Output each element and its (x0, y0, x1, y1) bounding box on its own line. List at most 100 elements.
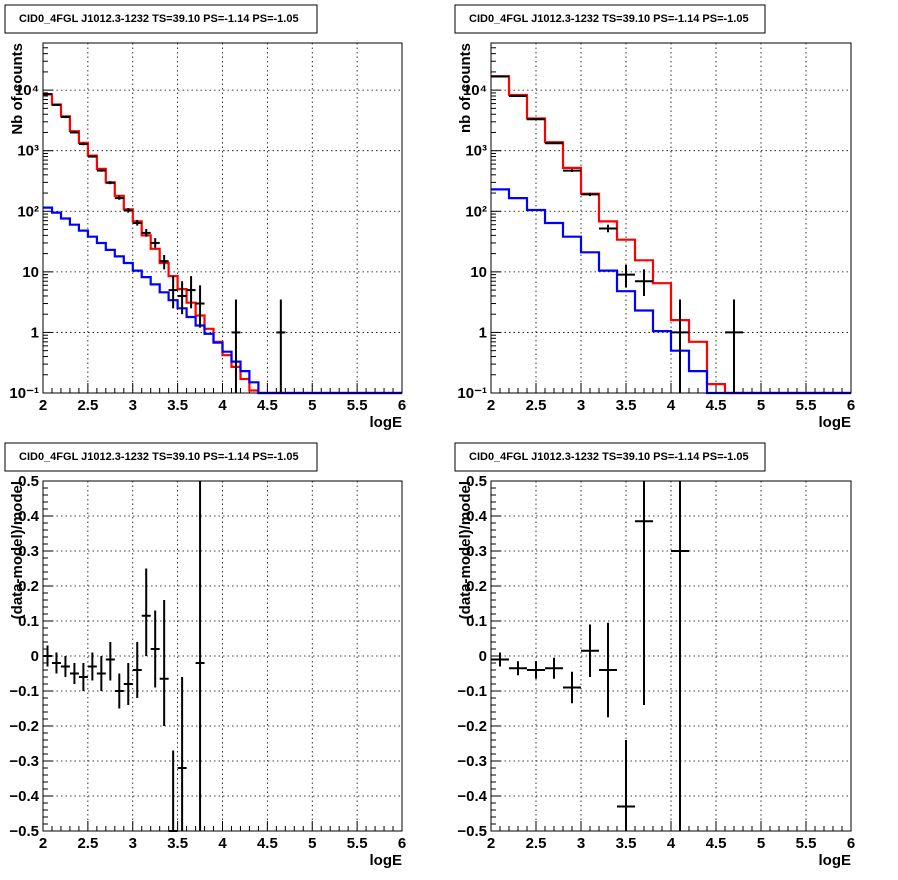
data-point (186, 276, 196, 309)
y-tick-label: −0.5 (457, 823, 487, 840)
y-tick-label: 0.5 (466, 473, 487, 490)
data-point (635, 481, 653, 705)
source-model-histogram (491, 188, 851, 395)
y-tick-label: 0.1 (466, 613, 487, 630)
data-point (141, 568, 151, 656)
x-axis-label: logE (819, 414, 852, 431)
data-point (563, 671, 581, 704)
y-tick-label: −0.3 (9, 753, 39, 770)
total-model-histogram (43, 93, 402, 395)
plot-frame (490, 480, 852, 832)
data-point (527, 661, 545, 679)
data-point (725, 299, 743, 393)
plot-frame (490, 42, 852, 394)
grid (43, 43, 402, 393)
data-point (581, 192, 599, 197)
data-point (671, 299, 689, 393)
data-point (545, 657, 563, 679)
data-point (195, 481, 205, 831)
data-point (491, 652, 509, 667)
data-points (491, 75, 743, 393)
data-points (43, 481, 205, 832)
grid (491, 481, 851, 831)
x-tick-label: 3.5 (616, 835, 637, 852)
data-point (545, 142, 563, 145)
x-tick-label: 3.5 (616, 397, 637, 414)
data-point (635, 269, 653, 296)
data-point (43, 93, 52, 96)
data-point (123, 663, 133, 705)
y-axis-label: (data-model)/model (457, 481, 474, 619)
grid (43, 481, 402, 831)
data-point (87, 155, 97, 158)
x-tick-label: 5 (308, 397, 316, 414)
x-tick-label: 5.5 (796, 835, 817, 852)
x-tick-label: 6 (398, 835, 406, 852)
y-tick-label: 10⁻¹ (457, 385, 487, 402)
y-tick-label: 0.3 (18, 543, 39, 560)
y-tick-label: 10 (470, 264, 487, 281)
y-tick-label: −0.2 (457, 718, 487, 735)
data-point (177, 281, 187, 315)
data-point (195, 285, 205, 328)
data-point (87, 652, 97, 681)
data-point (78, 663, 88, 691)
chart-title: CID0_4FGL J1012.3-1232 TS=39.10 PS=-1.14… (19, 13, 299, 25)
x-tick-label: 3 (129, 835, 137, 852)
y-tick-label: −0.1 (457, 683, 487, 700)
x-axis-label: logE (819, 852, 852, 869)
data-point (168, 276, 178, 309)
y-tick-label: 0.2 (466, 578, 487, 595)
data-point (114, 195, 124, 200)
minor-ticks (490, 480, 852, 832)
x-tick-label: 2 (487, 397, 495, 414)
x-tick-label: 4 (218, 397, 227, 414)
title-box (4, 442, 318, 472)
data-point (159, 600, 169, 726)
data-point (509, 95, 527, 98)
chart-pad-1: CID0_4FGL J1012.3-1232 TS=39.10 PS=-1.14… (4, 4, 406, 431)
x-tick-label: 2.5 (77, 835, 98, 852)
data-point (96, 169, 106, 172)
y-axis-label: nb of counts (457, 43, 474, 133)
data-point (168, 750, 178, 832)
y-tick-label: 0.2 (18, 578, 39, 595)
y-tick-label: 0.4 (466, 508, 488, 525)
y-tick-label: 0.3 (466, 543, 487, 560)
x-tick-label: 5 (757, 397, 765, 414)
chart-pad-2: CID0_4FGL J1012.3-1232 TS=39.10 PS=-1.14… (454, 4, 855, 431)
data-point (159, 254, 169, 270)
data-point (51, 652, 61, 674)
chart-title: CID0_4FGL J1012.3-1232 TS=39.10 PS=-1.14… (19, 451, 299, 463)
chart-pad-3: CID0_4FGL J1012.3-1232 TS=39.10 PS=-1.14… (4, 442, 406, 869)
y-tick-label: 10⁴ (15, 82, 39, 99)
data-point (617, 264, 635, 288)
y-tick-label: −0.4 (9, 788, 39, 805)
x-tick-label: 3.5 (167, 397, 188, 414)
title-box (454, 442, 766, 472)
data-point (114, 673, 124, 709)
x-tick-label: 3 (129, 397, 137, 414)
data-point (276, 299, 286, 393)
x-tick-label: 4.5 (257, 397, 278, 414)
data-point (60, 115, 70, 119)
y-axis-label: (data-model)/model (9, 481, 26, 619)
plot-frame (42, 42, 403, 394)
data-points (43, 93, 286, 393)
data-point (491, 75, 509, 78)
data-point (123, 208, 133, 213)
plot-frame (42, 480, 403, 832)
x-axis-label: logE (370, 414, 403, 431)
x-tick-label: 4.5 (706, 835, 727, 852)
x-tick-label: 5.5 (347, 397, 368, 414)
data-point (527, 118, 545, 121)
data-point (43, 645, 52, 667)
x-tick-label: 2 (39, 397, 47, 414)
y-tick-label: 10³ (465, 143, 487, 160)
x-tick-label: 2.5 (526, 397, 547, 414)
data-point (78, 142, 88, 146)
chart-pad-4: CID0_4FGL J1012.3-1232 TS=39.10 PS=-1.14… (454, 442, 855, 869)
y-tick-label: 0 (479, 648, 487, 665)
data-point (599, 622, 617, 718)
y-tick-label: −0.2 (9, 718, 39, 735)
